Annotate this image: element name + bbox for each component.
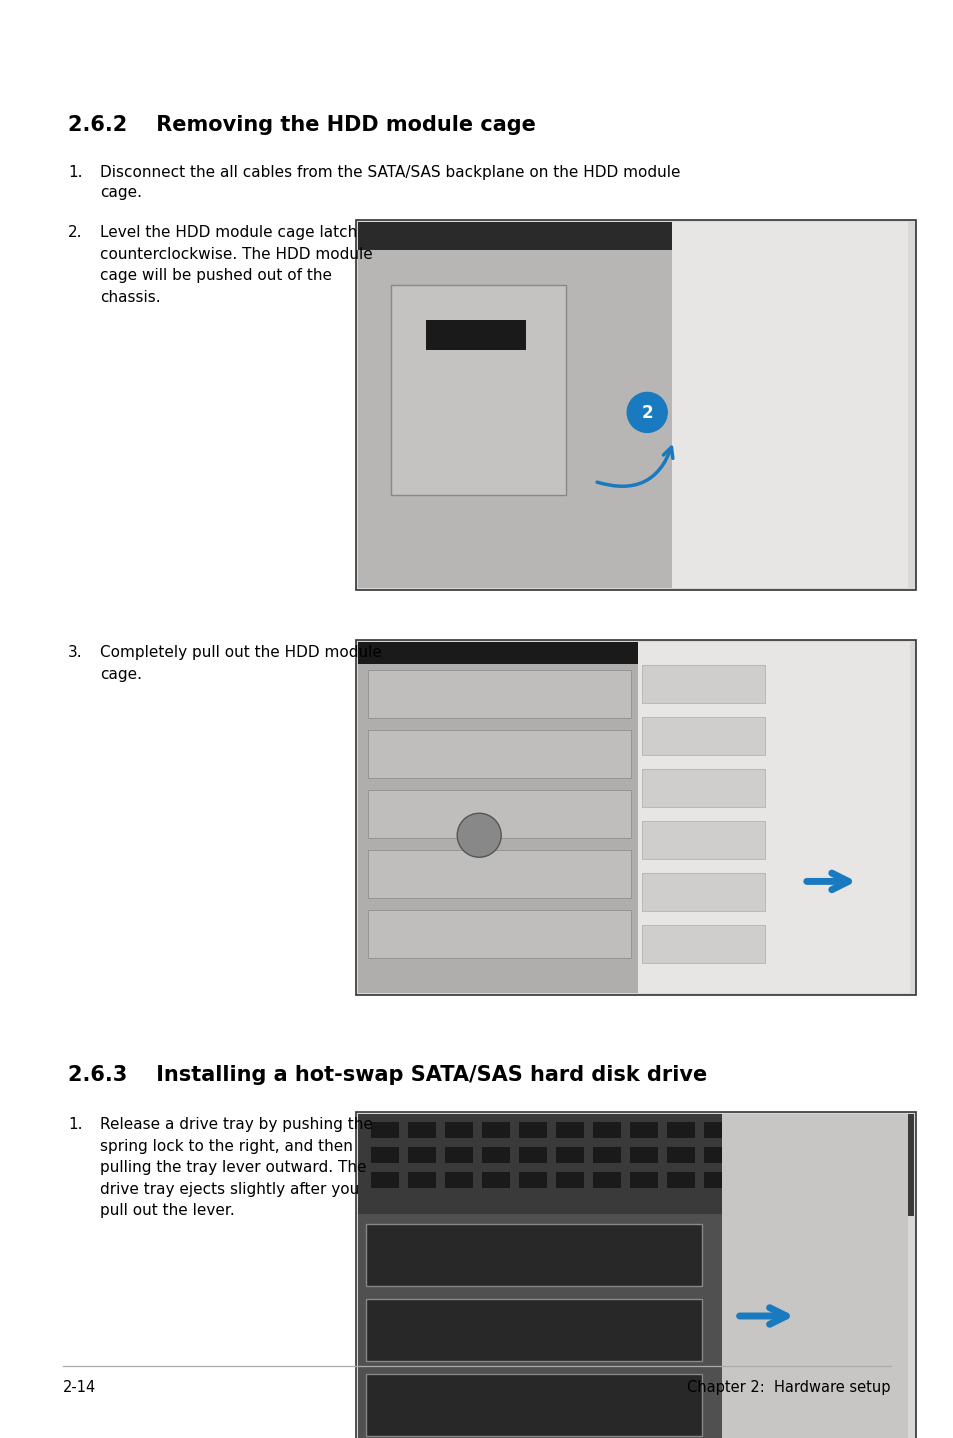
Bar [666,1122,695,1137]
Bar [355,1112,915,1438]
Circle shape [626,393,666,433]
Bar [851,1148,879,1163]
Bar [371,1172,398,1188]
Bar [703,1148,731,1163]
Text: 2-14: 2-14 [63,1380,96,1395]
Text: 2: 2 [640,404,652,423]
Bar [778,1172,805,1188]
Bar [556,1148,583,1163]
Bar [408,1172,436,1188]
Bar [703,1172,731,1188]
Text: 2.6.2    Removing the HDD module cage: 2.6.2 Removing the HDD module cage [68,115,536,135]
Bar [366,1224,701,1286]
Bar [444,1172,473,1188]
Text: 1.: 1. [68,1117,82,1132]
Bar [408,1122,436,1137]
Bar [629,1122,658,1137]
Text: Chapter 2:  Hardware setup: Chapter 2: Hardware setup [687,1380,890,1395]
Bar [518,1148,546,1163]
Bar [814,1122,842,1137]
Bar [641,925,764,963]
Bar [556,1172,583,1188]
Text: Release a drive tray by pushing the
spring lock to the right, and then
pulling t: Release a drive tray by pushing the spri… [100,1117,373,1218]
Bar [368,670,631,718]
Bar [641,873,764,912]
Text: 2.: 2. [68,224,82,240]
Bar [641,769,764,807]
Bar [368,789,631,838]
Bar [518,1172,546,1188]
Bar [629,1148,658,1163]
Bar [703,1122,731,1137]
Bar [368,850,631,897]
Bar [481,1148,510,1163]
Bar [481,1122,510,1137]
Bar [851,1172,879,1188]
Bar [368,731,631,778]
Text: 3.: 3. [68,646,83,660]
Bar [778,1148,805,1163]
Bar [556,1122,583,1137]
Bar [357,641,638,994]
Bar [593,1172,620,1188]
Bar [851,1122,879,1137]
Text: Completely pull out the HDD module
cage.: Completely pull out the HDD module cage. [100,646,381,682]
Bar [641,664,764,703]
Bar [666,1148,695,1163]
Bar [740,1122,768,1137]
Bar [368,910,631,958]
Bar [357,221,671,588]
Bar [444,1122,473,1137]
Bar [408,1148,436,1163]
Bar [721,1114,907,1438]
Text: 2.6.3    Installing a hot-swap SATA/SAS hard disk drive: 2.6.3 Installing a hot-swap SATA/SAS har… [68,1066,706,1086]
Bar [355,640,915,995]
Bar [740,1148,768,1163]
Bar [666,1172,695,1188]
Text: 1.: 1. [68,165,82,180]
Bar [371,1148,398,1163]
Bar [391,285,565,495]
Bar [481,1172,510,1188]
Bar [629,1172,658,1188]
Bar [671,221,907,588]
Bar [518,1122,546,1137]
Bar [366,1299,701,1360]
Bar [357,221,671,250]
Bar [355,220,915,590]
Bar [593,1122,620,1137]
Bar [357,641,638,664]
Bar [740,1172,768,1188]
Bar [641,821,764,858]
Circle shape [456,814,500,857]
Bar [778,1122,805,1137]
Bar [814,1148,842,1163]
Bar [641,718,764,755]
Bar [593,1148,620,1163]
Bar [814,1172,842,1188]
Bar [444,1148,473,1163]
Bar [638,641,909,994]
Bar [366,1373,701,1437]
Text: Level the HDD module cage latch
counterclockwise. The HDD module
cage will be pu: Level the HDD module cage latch counterc… [100,224,373,305]
Bar [357,1214,721,1438]
Bar [426,321,525,349]
Bar [371,1122,398,1137]
Text: Disconnect the all cables from the SATA/SAS backplane on the HDD module
cage.: Disconnect the all cables from the SATA/… [100,165,679,200]
Bar [357,1114,913,1217]
